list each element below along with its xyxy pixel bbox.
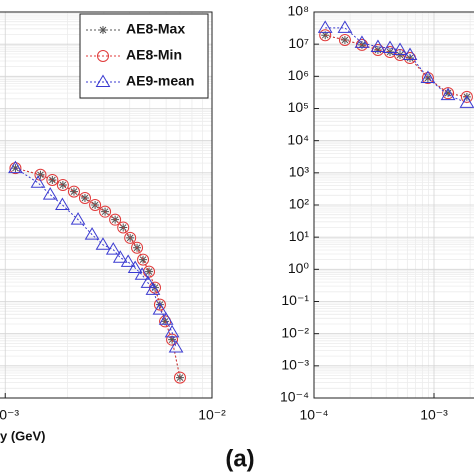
x-tick-label: 10⁻⁴	[300, 407, 329, 423]
marker-star	[139, 255, 148, 264]
y-tick-label: 10⁴	[287, 131, 309, 147]
plot-frame	[0, 11, 213, 399]
y-tick-label: 10¹	[289, 228, 310, 244]
marker-star	[357, 40, 366, 49]
marker-circle	[46, 173, 59, 186]
marker-circle	[421, 71, 434, 84]
marker-circle	[319, 29, 332, 42]
y-tick-label: 10⁻³	[281, 357, 309, 373]
marker-circle	[97, 50, 109, 62]
marker-star	[48, 175, 57, 184]
caption: (a)	[225, 445, 254, 472]
marker-circle	[56, 178, 69, 191]
marker-circle	[173, 371, 186, 384]
marker-triangle	[382, 40, 398, 54]
x-axis-label: y (GeV)	[0, 428, 46, 443]
y-tick-label: 10²	[289, 196, 310, 212]
marker-triangle	[337, 20, 353, 33]
legend-label: AE8-Min	[126, 47, 182, 63]
plot-frame	[313, 11, 474, 399]
series-line	[15, 167, 181, 378]
marker-circle	[89, 199, 102, 211]
marker-circle	[124, 231, 137, 244]
marker-circle	[153, 298, 166, 311]
marker-triangle	[127, 260, 143, 274]
marker-circle	[338, 33, 351, 46]
marker-triangle	[459, 95, 474, 108]
marker-triangle	[134, 267, 150, 280]
marker-triangle	[392, 42, 408, 55]
y-tick-label: 10⁻⁴	[280, 389, 309, 405]
marker-circle	[109, 213, 122, 226]
marker-triangle	[402, 47, 418, 61]
y-tick-label: 10⁷	[288, 35, 309, 51]
marker-triangle	[8, 160, 23, 174]
marker-circle	[137, 253, 150, 266]
marker-circle	[99, 205, 112, 218]
y-tick-label: 10⁸	[288, 3, 310, 19]
marker-star	[145, 267, 154, 276]
y-tick-label: 10³	[289, 164, 310, 180]
marker-star	[58, 180, 67, 189]
y-tick-label: 10⁰	[288, 260, 310, 276]
marker-triangle	[145, 282, 161, 295]
marker-triangle	[152, 302, 168, 315]
marker-star	[373, 45, 382, 54]
marker-triangle	[120, 254, 136, 267]
marker-triangle	[70, 212, 86, 225]
marker-star	[168, 335, 177, 344]
marker-triangle	[95, 237, 111, 250]
marker-triangle	[370, 39, 386, 52]
marker-circle	[78, 192, 91, 205]
marker-triangle	[105, 242, 121, 255]
y-tick-label: 10⁶	[288, 67, 309, 83]
marker-triangle	[158, 312, 174, 325]
marker-triangle	[354, 35, 370, 48]
marker-triangle	[440, 87, 456, 101]
marker-star	[406, 54, 415, 63]
marker-triangle	[55, 197, 70, 210]
marker-triangle	[30, 175, 46, 188]
marker-triangle	[317, 20, 333, 33]
marker-triangle	[95, 74, 111, 87]
marker-circle	[9, 162, 22, 175]
marker-triangle	[140, 275, 156, 288]
marker-circle	[131, 241, 144, 254]
y-tick-label: 10⁵	[288, 99, 309, 115]
marker-star	[155, 300, 164, 309]
x-tick-label: 10⁻³	[0, 407, 19, 423]
marker-triangle	[420, 70, 436, 83]
marker-triangle	[42, 187, 58, 200]
y-tick-label: 10⁻²	[281, 324, 309, 340]
marker-star	[175, 373, 184, 382]
x-tick-label: 10⁻²	[198, 407, 226, 423]
marker-triangle	[112, 250, 128, 263]
marker-star	[69, 187, 78, 196]
series-line	[15, 167, 177, 348]
marker-triangle	[164, 324, 180, 338]
marker-star	[444, 89, 453, 98]
y-tick-label: 10⁻¹	[281, 292, 309, 308]
marker-circle	[442, 87, 455, 100]
legend-label: AE9-mean	[126, 73, 194, 89]
marker-circle	[117, 221, 130, 234]
marker-triangle	[168, 340, 184, 353]
legend-label: AE8-Max	[126, 21, 185, 37]
x-tick-label: 10⁻³	[420, 407, 448, 423]
marker-circle	[67, 185, 80, 198]
marker-star	[99, 26, 107, 34]
marker-triangle	[84, 227, 100, 240]
